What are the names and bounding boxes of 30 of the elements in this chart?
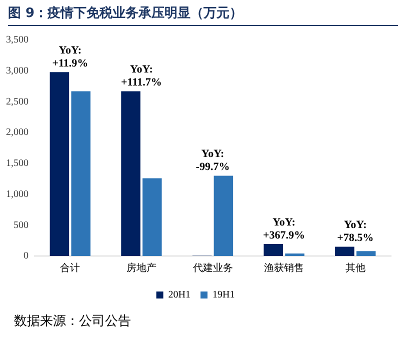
y-tick-label: 2,000 [6,127,28,138]
x-tick-label: 渔获销售 [264,262,304,274]
bar [356,251,376,256]
annotation: YoY: +11.9% [52,44,88,70]
y-tick-label: 2,500 [6,96,28,108]
x-tick-label: 合计 [60,262,80,274]
legend-label: 20H1 [168,290,191,301]
x-tick-label: 房地产 [126,262,156,274]
x-tick-label: 其他 [345,262,366,274]
bar [264,244,283,256]
y-tick-label: 1,000 [6,188,28,200]
y-tick-label: 1,500 [6,158,28,170]
y-tick-label: 0 [24,250,28,262]
bar [142,178,162,256]
y-tick-label: 500 [14,220,28,231]
bar [50,72,70,256]
bar [121,91,140,256]
bar [214,176,234,256]
legend-label: 19H1 [212,290,235,301]
y-tick-label: 3,500 [6,34,28,46]
bar [71,91,90,256]
x-tick-label: 代建业务 [192,262,233,274]
source-note: 数据来源：公司公告 [14,313,131,330]
y-tick-label: 3,000 [6,65,28,76]
annotation: YoY: -99.7% [196,148,230,174]
annotation: YoY: +367.9% [263,216,306,242]
bar [335,246,354,256]
annotation: YoY: +111.7% [121,64,162,89]
annotation: YoY: +78.5% [337,219,374,244]
chart-title: 图 9：疫情下免税业务承压明显（万元） [8,4,398,26]
